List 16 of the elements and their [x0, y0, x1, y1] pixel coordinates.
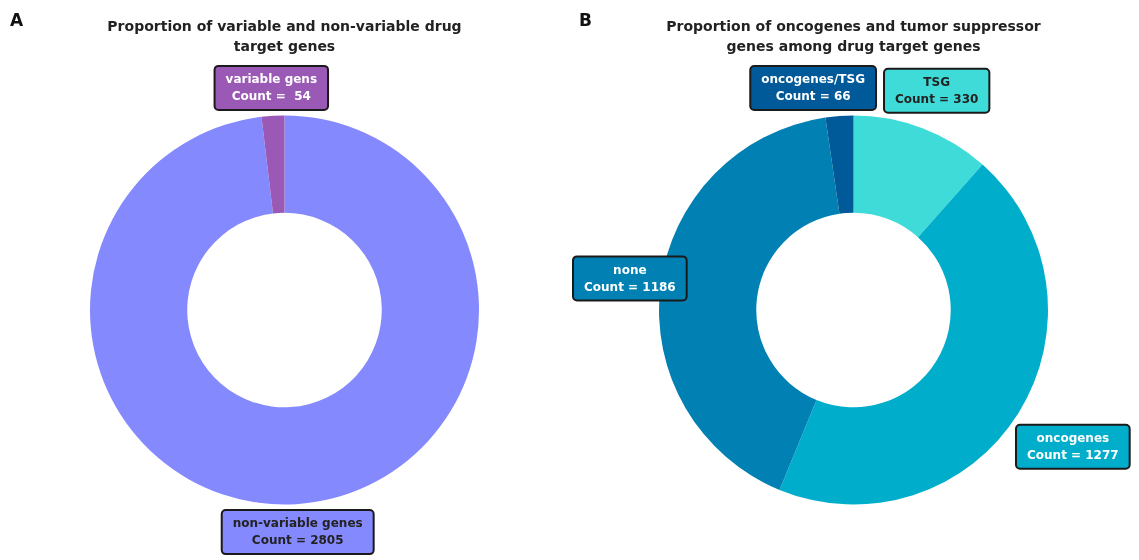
- data-label: Count = 66: [775, 89, 851, 104]
- data-label: Count = 1277: [1026, 447, 1119, 462]
- slice-label: non-variable genes: [232, 516, 363, 531]
- slice-label: variable gens: [225, 72, 318, 87]
- text: B: [579, 10, 592, 30]
- data-label: Count = 2805: [251, 533, 344, 548]
- data-label: Count = 54: [231, 89, 311, 104]
- slice-label: oncogenes/TSG: [761, 72, 866, 87]
- slice-label: oncogenes: [1036, 430, 1110, 445]
- slice-label: TSG: [923, 74, 951, 89]
- text: A: [10, 10, 24, 30]
- slice-label: none: [613, 262, 647, 277]
- chart-title: Proportion of oncogenes and tumor suppressor genes among drug target genes: [665, 17, 1042, 56]
- data-label: Count = 1186: [584, 279, 676, 294]
- data-label: Count = 330: [895, 91, 979, 106]
- chart-title: Proportion of variable and non-variable drug target genes: [106, 17, 463, 56]
